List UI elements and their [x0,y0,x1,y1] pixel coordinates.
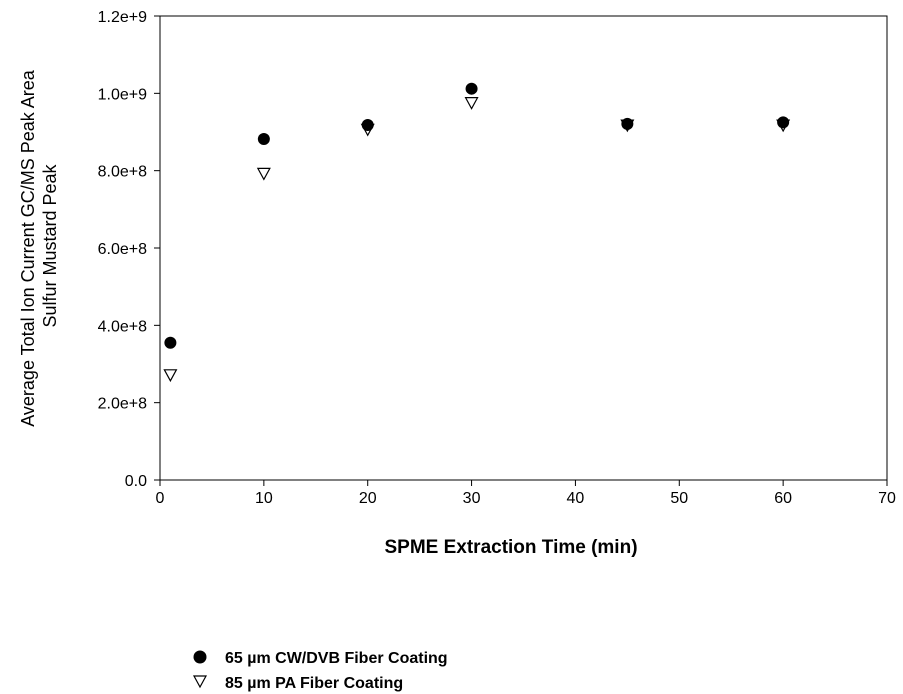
y-tick-label: 1.0e+9 [98,86,147,103]
y-tick-label: 4.0e+8 [98,318,147,335]
data-point-pa [256,167,271,181]
x-axis-ticks: 0 10 20 30 40 50 60 70 [156,480,896,507]
data-point-cw-dvb [777,116,790,129]
data-point-cw-dvb [361,119,374,132]
y-axis-ticks: 0.0 2.0e+8 4.0e+8 6.0e+8 8.0e+8 1.0e+9 1.2e+9 [98,9,160,490]
data-point-pa [464,97,479,110]
x-tick-label: 10 [255,490,273,507]
y-axis-title: Average Total Ion Current GC/MS Peak Are… [18,65,60,427]
y-tick-label: 0.0 [125,473,147,490]
x-tick-label: 50 [670,490,688,507]
x-axis-title: SPME Extraction Time (min) [384,537,637,558]
data-point-cw-dvb [257,132,270,145]
y-axis-title-line-1: Average Total Ion Current GC/MS Peak Are… [18,69,38,427]
y-tick-label: 6.0e+8 [98,241,147,258]
plot-frame [159,15,888,481]
x-tick-label: 60 [774,490,792,507]
x-tick-label: 20 [359,490,377,507]
plot-axes [159,15,888,481]
x-tick-label: 70 [878,490,896,507]
x-tick-label: 30 [463,490,481,507]
legend-marker-filled-circle [193,650,207,664]
y-axis-title-line-2: Sulfur Mustard Peak [40,163,60,327]
legend-label-pa: 85 µm PA Fiber Coating [225,675,403,692]
y-tick-label: 1.2e+9 [98,9,147,26]
data-point-cw-dvb [164,336,177,349]
data-point-cw-dvb [621,117,634,130]
y-tick-label: 8.0e+8 [98,164,147,181]
data-point-cw-dvb [465,82,478,95]
legend: 65 µm CW/DVB Fiber Coating 85 µm PA Fibe… [192,650,448,692]
legend-marker-open-triangle [192,675,208,689]
legend-label-cw-dvb: 65 µm CW/DVB Fiber Coating [225,650,448,667]
x-tick-label: 0 [156,490,165,507]
y-tick-label: 2.0e+8 [98,396,147,413]
data-points [163,82,791,383]
x-tick-label: 40 [567,490,585,507]
data-point-pa [163,369,178,383]
